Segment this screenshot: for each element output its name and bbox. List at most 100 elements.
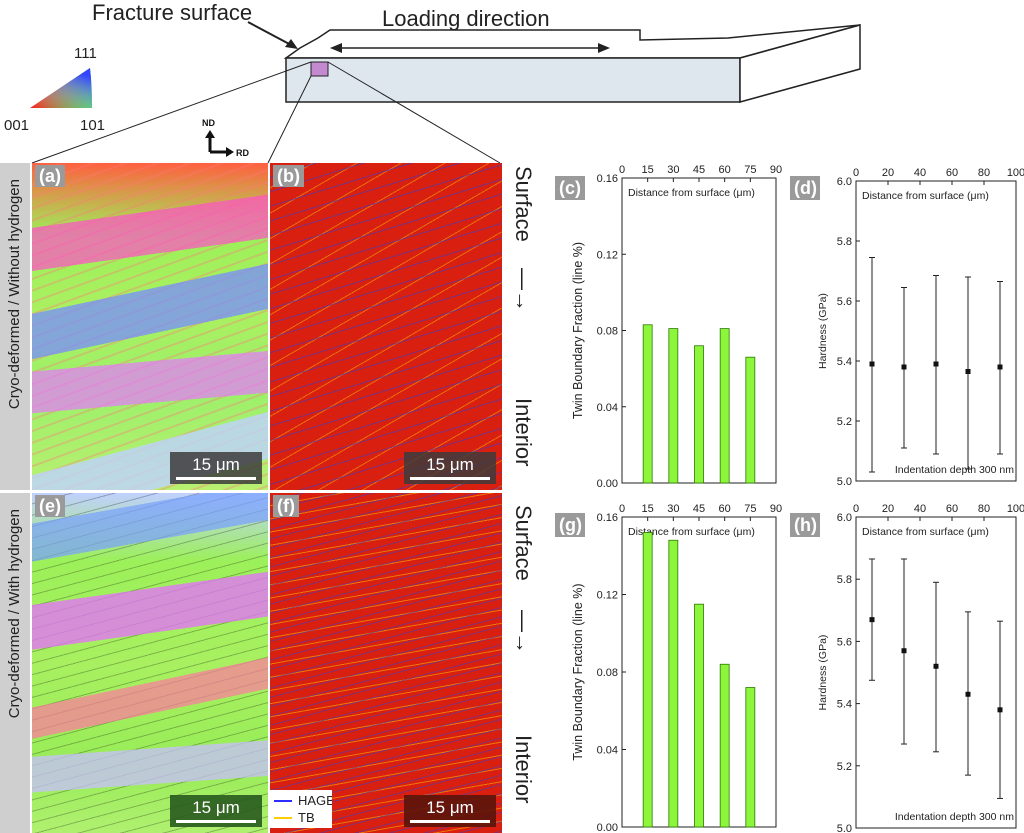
y-tick-label-h: 5.4 (837, 699, 852, 711)
x-tick-label-g: 60 (719, 503, 731, 515)
x-tick-label-g: 30 (667, 503, 679, 515)
x-tick-label-c: 75 (744, 164, 756, 176)
scale-bar-b: 15 μm (404, 452, 496, 484)
data-point-d (869, 361, 875, 367)
legend-tb: TB (298, 810, 315, 825)
panel-label-d: (d) (794, 178, 817, 198)
x-tick-label-d: 100 (1007, 167, 1024, 179)
panel-label-bg-c (555, 176, 585, 200)
row-label-bar-bottom: Cryo-deformed / With hydrogen (0, 493, 30, 833)
x-axis-label-c: Distance from surface (μm) (628, 187, 755, 199)
y-tick-label-d: 5.2 (837, 416, 852, 428)
specimen-schematic: 111 001 101 ND RD (4, 21, 861, 164)
data-point-d (933, 361, 939, 367)
y-tick-label-g: 0.08 (597, 667, 618, 679)
y-tick-label-d: 5.0 (837, 476, 852, 488)
y-tick-label-c: 0.12 (597, 249, 618, 261)
ipf-color-key (30, 68, 92, 108)
x-tick-label-g: 45 (693, 503, 705, 515)
y-tick-label-g: 0.12 (597, 590, 618, 602)
panel-label-e: (e) (35, 495, 65, 517)
y-tick-label-d: 5.4 (837, 356, 852, 368)
x-axis-label-g: Distance from surface (μm) (628, 526, 755, 538)
y-tick-label-h: 5.8 (837, 574, 852, 586)
x-tick-label-d: 80 (978, 167, 990, 179)
x-tick-label-d: 20 (882, 167, 894, 179)
y-axis-label-g: Twin Boundary Fraction (line %) (571, 583, 585, 760)
y-axis-label-c: Twin Boundary Fraction (line %) (571, 242, 585, 419)
data-point-d (901, 364, 907, 370)
ipf-label-111: 111 (74, 45, 97, 62)
surface-label-bottom: Surface (511, 505, 536, 581)
panel-label-bg-d (790, 176, 820, 200)
panel-label-g: (g) (559, 515, 582, 535)
data-point-h (869, 617, 875, 623)
bar-g (745, 687, 756, 828)
panel-label-c: (c) (559, 178, 581, 198)
y-tick-label-d: 6.0 (837, 176, 852, 188)
annotation-h: Indentation depth 300 nm (895, 811, 1014, 823)
data-point-d (997, 364, 1003, 370)
bar-c (719, 328, 730, 484)
bar-c (642, 324, 653, 484)
x-tick-label-c: 90 (770, 164, 782, 176)
bar-c (694, 345, 704, 484)
legend-hagb: HAGB (298, 793, 332, 808)
y-tick-label-c: 0.00 (597, 478, 618, 490)
boundary-legend: HAGB TB (270, 790, 335, 828)
bar-g (719, 663, 730, 828)
data-point-h (933, 663, 939, 669)
bar-g (642, 532, 653, 828)
panel-label-f: (f) (273, 495, 299, 517)
x-tick-label-d: 40 (914, 167, 926, 179)
y-tick-label-h: 6.0 (837, 512, 852, 524)
bar-c (745, 356, 756, 484)
y-tick-label-h: 5.6 (837, 636, 852, 648)
x-tick-label-g: 15 (642, 503, 654, 515)
y-tick-label-g: 0.04 (597, 745, 618, 757)
y-tick-label-h: 5.2 (837, 761, 852, 773)
x-tick-label-d: 60 (946, 167, 958, 179)
x-tick-label-c: 45 (693, 164, 705, 176)
data-point-h (901, 648, 907, 654)
data-point-h (997, 707, 1003, 713)
surface-label-top: Surface (511, 166, 536, 242)
panel-label-a: (a) (35, 165, 65, 187)
ipf-map-a: (a) 15 μm (32, 163, 268, 490)
x-tick-label-h: 100 (1007, 503, 1024, 515)
x-tick-label-g: 90 (770, 503, 782, 515)
y-tick-label-d: 5.6 (837, 296, 852, 308)
fracture-surface-label: Fracture surface (92, 0, 253, 25)
plot-frame-h (855, 516, 1017, 829)
boundary-map-b: (b) 15 μm (270, 163, 502, 490)
y-tick-label-g: 0.00 (597, 822, 618, 833)
x-axis-label-d: Distance from surface (μm) (862, 190, 989, 202)
boundary-map-f: (f) 15 μm (270, 493, 502, 833)
depth-arrow-bottom: —→ (511, 610, 536, 654)
scale-bar-a: 15 μm (170, 452, 262, 484)
x-tick-label-c: 30 (667, 164, 679, 176)
bar-c (668, 328, 679, 484)
y-axis-label-h: Hardness (GPa) (817, 635, 829, 711)
interior-label-top: Interior (511, 398, 536, 467)
bar-g (668, 539, 679, 828)
panel-label-h: (h) (794, 515, 817, 535)
x-tick-label-d: 0 (853, 167, 859, 179)
row-label-bar-top: Cryo-deformed / Without hydrogen (0, 163, 30, 490)
specimen-side-face (739, 24, 861, 103)
y-tick-label-c: 0.16 (597, 173, 618, 185)
x-tick-label-c: 60 (719, 164, 731, 176)
analysis-region (310, 61, 329, 77)
x-tick-label-g: 75 (744, 503, 756, 515)
scale-bar-e: 15 μm (170, 795, 262, 827)
depth-arrow-top: —→ (511, 268, 536, 312)
x-tick-label-h: 60 (946, 503, 958, 515)
x-tick-label-g: 0 (619, 503, 625, 515)
y-tick-label-d: 5.8 (837, 236, 852, 248)
ipf-label-101: 101 (80, 117, 105, 134)
bar-g (694, 603, 704, 828)
data-point-d (965, 369, 971, 374)
panel-label-bg-h (790, 513, 820, 537)
x-tick-label-h: 40 (914, 503, 926, 515)
